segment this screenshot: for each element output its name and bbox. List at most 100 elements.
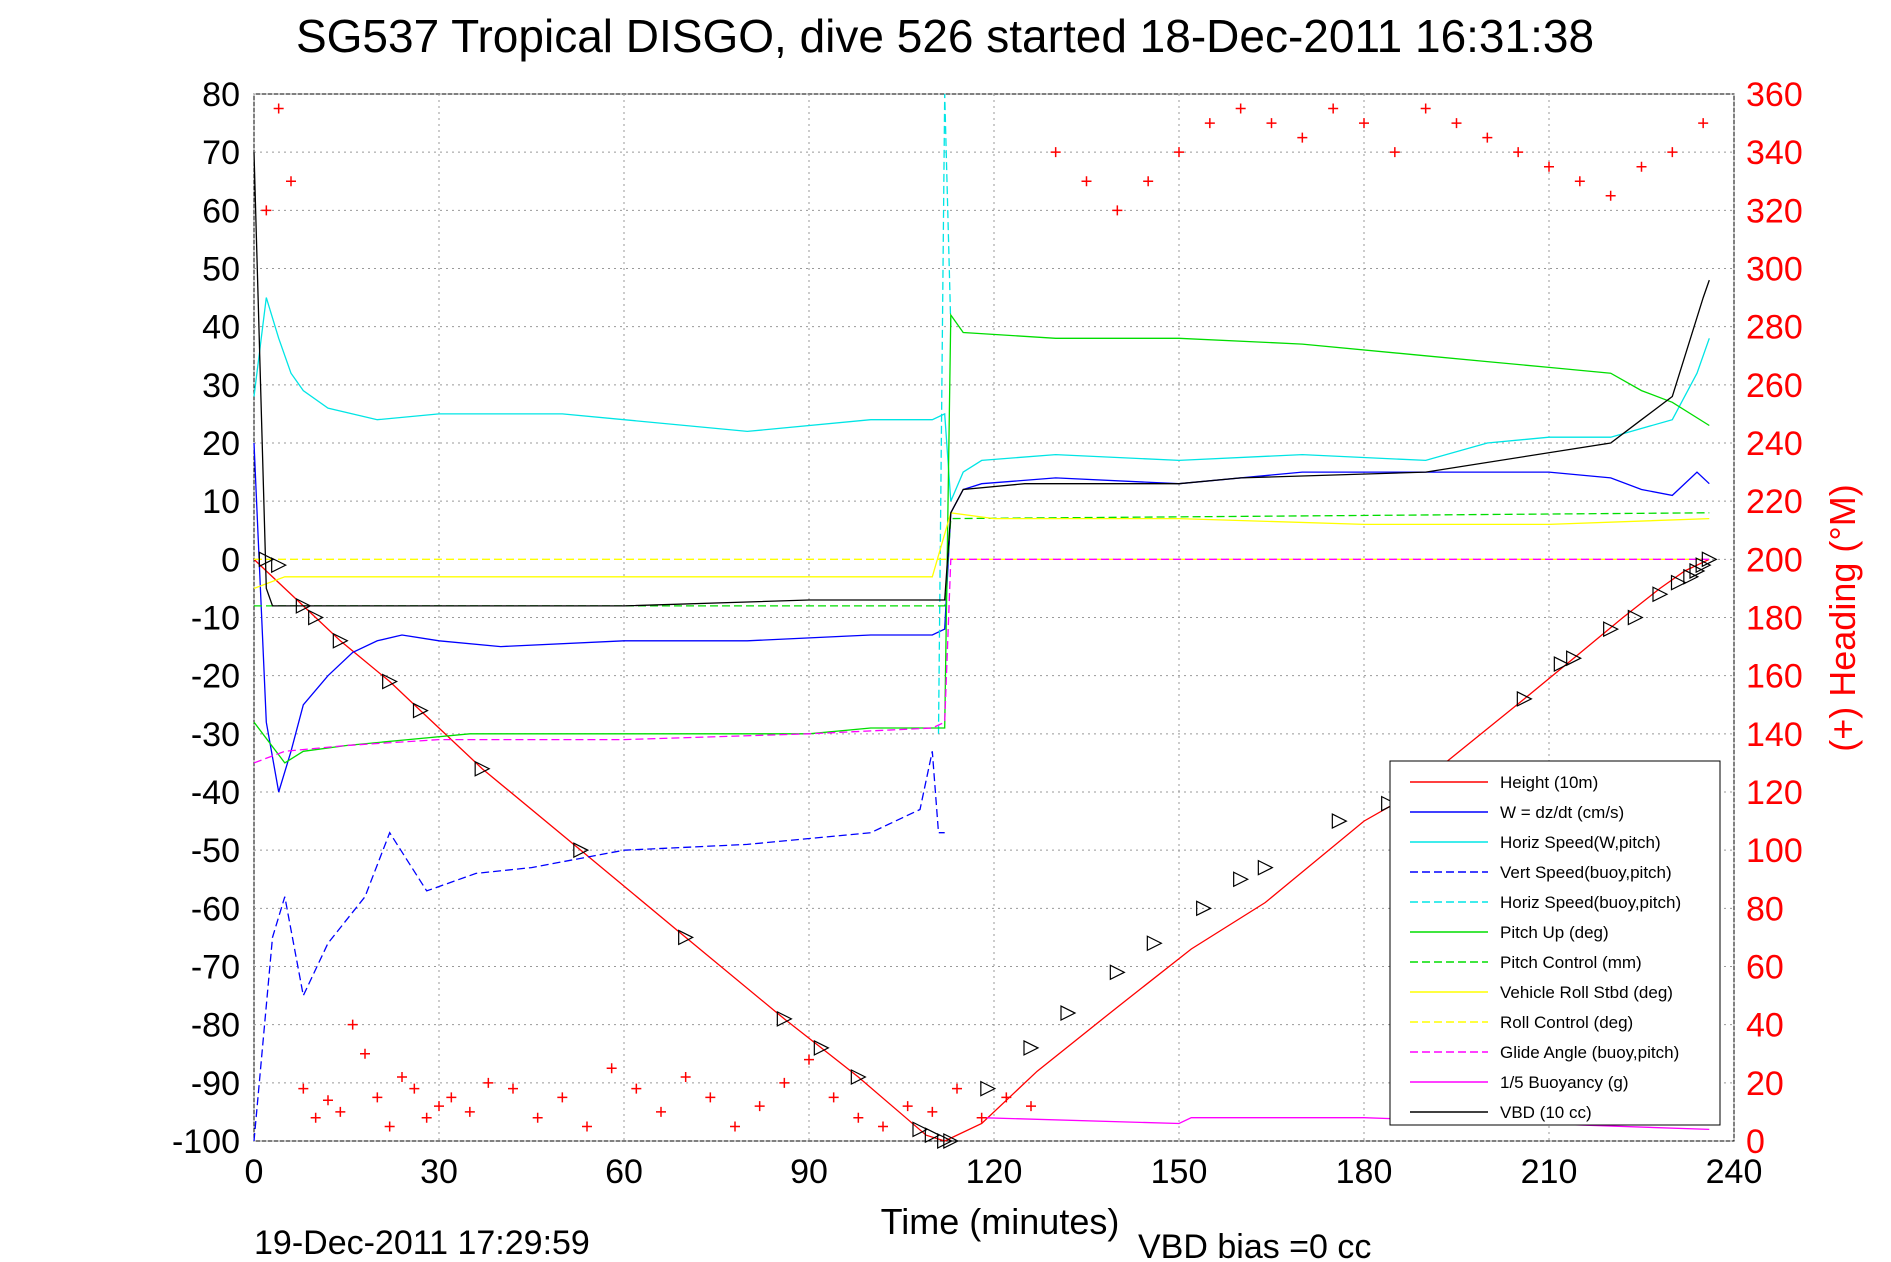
legend-label: VBD (10 cc)	[1500, 1103, 1592, 1122]
dive-triangle-marker	[1701, 551, 1718, 568]
dive-triangle-marker	[943, 1133, 960, 1149]
heading-point	[1451, 118, 1462, 129]
y-tick-label: 10	[202, 483, 240, 521]
heading-point	[1050, 147, 1061, 158]
heading-point	[976, 1112, 987, 1123]
y2-tick-label: 60	[1746, 949, 1784, 987]
y-tick-label: -40	[191, 774, 240, 812]
y-tick-label: -80	[191, 1007, 240, 1045]
heading-point	[1513, 147, 1524, 158]
dive-triangle-marker	[271, 557, 288, 574]
y-tick-label: -100	[172, 1123, 240, 1161]
y2-tick-label: 20	[1746, 1065, 1784, 1103]
heading-point	[464, 1106, 475, 1117]
heading-point	[532, 1112, 543, 1123]
heading-point	[1667, 147, 1678, 158]
series-line-7	[253, 512, 1710, 590]
dive-triangle-marker	[850, 1069, 867, 1085]
dive-triangle-marker	[1233, 871, 1250, 888]
series-line-4	[937, 93, 952, 734]
heading-point	[1026, 1101, 1036, 1112]
heading-point	[310, 1112, 321, 1123]
heading-point	[1605, 190, 1616, 201]
heading-point	[1112, 205, 1123, 216]
heading-point	[804, 1054, 814, 1065]
dive-triangle-marker	[1060, 1005, 1077, 1022]
heading-point	[1482, 132, 1493, 143]
heading-point	[656, 1106, 666, 1117]
dive-triangle-marker	[1652, 586, 1669, 603]
heading-point	[1174, 147, 1184, 158]
heading-point	[1204, 118, 1215, 129]
y2-tick-label: 260	[1746, 367, 1803, 405]
x-tick-label: 120	[966, 1153, 1023, 1191]
legend-label: Vehicle Roll Stbd (deg)	[1500, 983, 1673, 1002]
heading-point	[730, 1121, 740, 1132]
dive-triangle-marker	[1689, 562, 1706, 579]
heading-point	[446, 1092, 457, 1103]
y2-tick-labels: 0 20 40 60 80 100 120 140 160 180 200 220 240 260 280 3…	[1746, 76, 1803, 1161]
heading-point	[483, 1077, 494, 1088]
dive-triangle-marker	[474, 760, 491, 777]
y2-tick-label: 240	[1746, 425, 1803, 463]
heading-point	[779, 1077, 790, 1088]
y2-tick-label: 180	[1746, 600, 1803, 638]
dive-triangle-marker	[258, 551, 275, 568]
legend-label: Vert Speed(buoy,pitch)	[1500, 863, 1672, 882]
legend-label: Glide Angle (buoy,pitch)	[1500, 1043, 1679, 1062]
series-line-2	[253, 297, 1710, 502]
dive-triangle-marker	[1695, 557, 1712, 574]
legend-label: W = dz/dt (cm/s)	[1500, 803, 1624, 822]
dive-triangle-marker	[1109, 964, 1126, 981]
legend-label: Pitch Control (mm)	[1500, 953, 1642, 972]
heading-point	[606, 1063, 617, 1074]
dive-triangle-marker	[1257, 859, 1274, 876]
x-tick-label: 210	[1521, 1153, 1578, 1191]
heading-point	[1297, 132, 1308, 143]
heading-point	[1544, 161, 1554, 172]
legend: Height (10m) W = dz/dt (cm/s) Horiz Speed(…	[1389, 760, 1721, 1126]
y2-tick-label: 300	[1746, 251, 1803, 289]
dive-triangle-marker	[1146, 935, 1163, 952]
heading-point	[557, 1092, 568, 1103]
x-tick-label: 180	[1336, 1153, 1393, 1191]
dive-triangle-marker	[1553, 656, 1570, 673]
heading-point	[902, 1101, 913, 1112]
y2-tick-label: 200	[1746, 541, 1803, 579]
heading-point	[397, 1072, 407, 1083]
dive-triangle-marker	[412, 702, 429, 719]
legend-label: Height (10m)	[1500, 773, 1598, 792]
heading-point	[360, 1048, 370, 1059]
y2-tick-label: 140	[1746, 716, 1803, 754]
heading-point	[298, 1083, 309, 1094]
y2-tick-label: 100	[1746, 832, 1803, 870]
series-line-6	[254, 512, 1710, 607]
heading-point	[952, 1083, 962, 1094]
y-tick-labels: -100-90-80-70-60-50-40-30-20-10010203040…	[172, 76, 240, 1161]
heading-point	[878, 1121, 888, 1132]
x-tick-label: 0	[245, 1153, 264, 1191]
dive-triangle-marker	[1603, 621, 1620, 638]
heading-point	[631, 1083, 642, 1094]
heading-point	[680, 1072, 691, 1083]
legend-label: Horiz Speed(buoy,pitch)	[1500, 893, 1681, 912]
heading-point	[927, 1106, 938, 1117]
dive-triangle-marker	[813, 1039, 830, 1056]
dive-triangle-marker	[980, 1080, 997, 1097]
y-tick-label: 30	[202, 367, 240, 405]
x-axis-label: Time (minutes)	[881, 1201, 1120, 1242]
y-tick-label: 20	[202, 425, 240, 463]
chart-title: SG537 Tropical DISGO, dive 526 started 1…	[296, 10, 1594, 62]
legend-label: Horiz Speed(W,pitch)	[1500, 833, 1661, 852]
y-tick-label: 70	[202, 134, 240, 172]
heading-point	[754, 1101, 765, 1112]
x-tick-label: 60	[605, 1153, 643, 1191]
heading-point	[1266, 118, 1277, 129]
heading-point	[261, 205, 272, 216]
heading-point	[1636, 161, 1647, 172]
y2-tick-label: 120	[1746, 774, 1803, 812]
y-tick-label: 50	[202, 251, 240, 289]
heading-point	[409, 1083, 420, 1094]
heading-point	[853, 1112, 864, 1123]
grid	[253, 93, 1735, 1142]
